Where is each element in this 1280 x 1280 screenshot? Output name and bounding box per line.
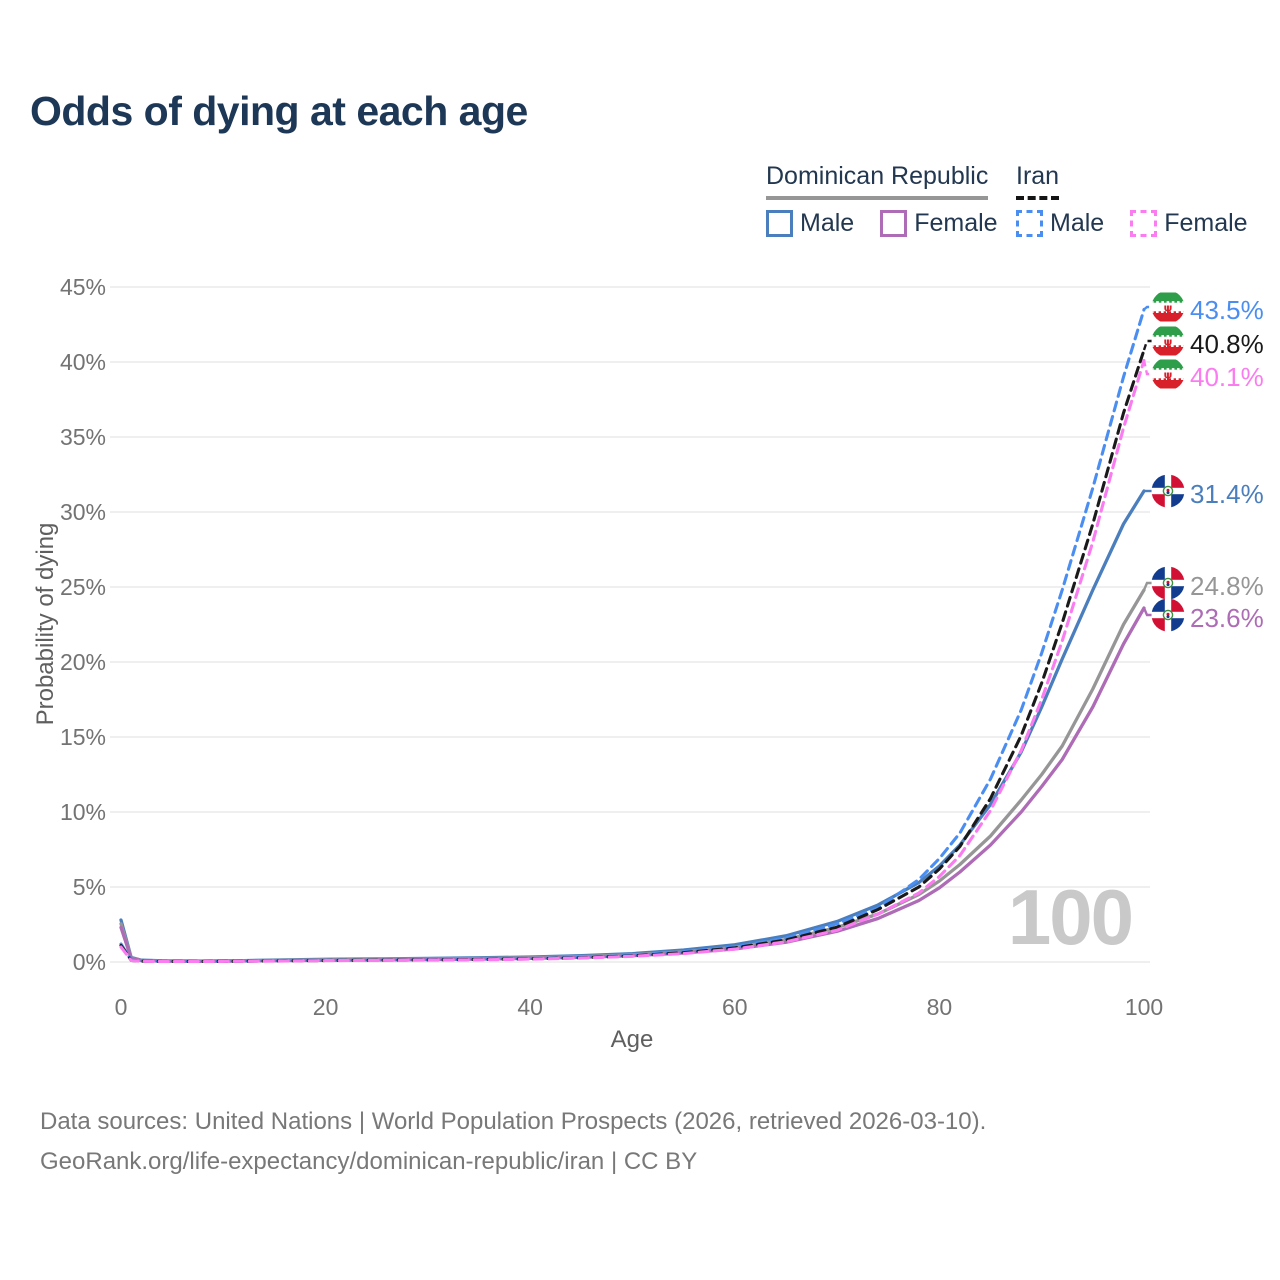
end-value-iran-male: 43.5%	[1190, 295, 1264, 325]
leader-line-iran-male	[1143, 305, 1152, 311]
svg-text:ψ: ψ	[1164, 335, 1173, 348]
series-line-iran-male[interactable]	[119, 307, 1146, 963]
end-value-iran-female: 40.1%	[1190, 362, 1264, 392]
y-tick-40%: 40%	[59, 349, 106, 375]
legend-label-dr-male: Male	[800, 208, 855, 237]
iran-flag-icon: ψ	[1151, 290, 1185, 324]
legend-group-iran: Iran Male Female	[1016, 162, 1248, 238]
legend-swatch-dr-female	[880, 209, 908, 237]
series-line-iran-all[interactable]	[119, 348, 1146, 963]
legend-items-row: Male Female	[766, 209, 998, 238]
svg-text:ψ: ψ	[1164, 368, 1173, 381]
legend-swatch-dr-male	[766, 209, 793, 237]
legend-label-iran-male: Male	[1050, 208, 1105, 237]
y-tick-0%: 0%	[72, 949, 106, 975]
legend-label-dr-female: Female	[914, 208, 998, 237]
leader-line-iran-all	[1142, 339, 1152, 351]
legend-item-dr-male[interactable]: Male	[766, 209, 854, 238]
dominican-republic-flag-icon	[1151, 474, 1185, 508]
svg-text:ψ: ψ	[1164, 301, 1173, 314]
legend-item-dr-female[interactable]: Female	[880, 208, 998, 238]
y-tick-5%: 5%	[72, 874, 106, 900]
legend-group-dominican-republic: Dominican Republic Male Female	[766, 162, 998, 238]
legend-items-row: Male Female	[1016, 209, 1248, 238]
series-line-iran-female[interactable]	[119, 358, 1146, 964]
dominican-republic-flag-icon	[1151, 598, 1185, 632]
y-tick-30%: 30%	[59, 499, 106, 525]
series-line-dr-female[interactable]	[119, 606, 1146, 963]
end-value-dr-male: 31.4%	[1190, 479, 1264, 509]
attribution-text: GeoRank.org/life-expectancy/dominican-re…	[40, 1148, 698, 1175]
x-tick-60: 60	[722, 994, 748, 1020]
legend-swatch-iran-female	[1130, 209, 1158, 237]
end-value-iran-all: 40.8%	[1190, 329, 1264, 359]
iran-flag-icon: ψ	[1151, 357, 1185, 391]
legend-label-iran-female: Female	[1164, 208, 1248, 237]
y-tick-25%: 25%	[59, 574, 106, 600]
end-value-dr-female: 23.6%	[1190, 603, 1264, 633]
y-tick-10%: 10%	[59, 799, 106, 825]
x-tick-40: 40	[517, 994, 543, 1020]
dominican-republic-flag-icon	[1151, 566, 1185, 600]
x-axis-title: Age	[610, 1026, 654, 1053]
x-tick-0: 0	[114, 994, 128, 1020]
series-line-dr-male[interactable]	[119, 489, 1146, 963]
x-tick-100: 100	[1124, 994, 1164, 1020]
y-tick-35%: 35%	[59, 424, 106, 450]
iran-flag-icon: ψ	[1151, 324, 1185, 358]
age-counter-watermark: 100	[1007, 873, 1134, 961]
x-tick-80: 80	[926, 994, 953, 1020]
end-value-dr-all: 24.8%	[1190, 571, 1264, 601]
leader-line-dr-female	[1142, 607, 1152, 617]
leader-line-iran-female	[1142, 360, 1152, 376]
y-tick-20%: 20%	[59, 649, 106, 675]
leader-line-dr-all	[1142, 581, 1152, 591]
legend-country-dominican-republic[interactable]: Dominican Republic	[766, 162, 989, 200]
y-axis-title: Probability of dying	[32, 522, 59, 726]
chart-title: Odds of dying at each age	[30, 88, 528, 134]
legend-swatch-iran-male	[1016, 209, 1043, 237]
legend-item-iran-male[interactable]: Male	[1016, 209, 1104, 238]
x-tick-20: 20	[312, 994, 339, 1020]
legend-item-iran-female[interactable]: Female	[1130, 208, 1248, 238]
data-sources-text: Data sources: United Nations | World Pop…	[40, 1108, 987, 1135]
y-tick-15%: 15%	[59, 724, 106, 750]
y-tick-45%: 45%	[59, 274, 106, 300]
legend-country-iran[interactable]: Iran	[1016, 162, 1060, 200]
